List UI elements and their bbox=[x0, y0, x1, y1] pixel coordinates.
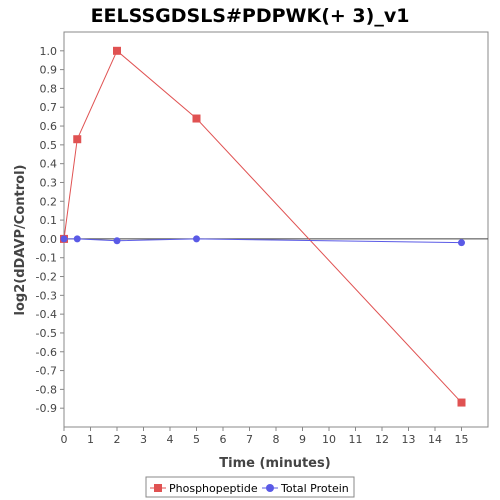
y-tick-label: -0.1 bbox=[36, 252, 57, 265]
y-tick-label: 0.7 bbox=[40, 101, 58, 114]
y-tick-label: 0.8 bbox=[40, 82, 58, 95]
x-tick-label: 13 bbox=[402, 433, 416, 446]
legend-label-phosphopeptide: Phosphopeptide bbox=[169, 482, 258, 495]
x-tick-label: 7 bbox=[246, 433, 253, 446]
data-point-total-protein bbox=[113, 237, 121, 245]
y-tick-label: 0.5 bbox=[40, 139, 58, 152]
y-tick-label: 1.0 bbox=[40, 45, 58, 58]
x-tick-label: 2 bbox=[114, 433, 121, 446]
data-point-total-protein bbox=[73, 235, 81, 243]
x-tick-label: 11 bbox=[349, 433, 363, 446]
y-tick-label: 0.6 bbox=[40, 120, 58, 133]
y-tick-label: -0.9 bbox=[36, 402, 57, 415]
legend: Phosphopeptide Total Protein bbox=[145, 476, 355, 498]
y-tick-label: -0.3 bbox=[36, 289, 57, 302]
x-axis-ticks: 0 1 2 3 4 5 6 7 8 9 10 11 12 13 14 15 bbox=[61, 427, 469, 446]
data-point-total-protein bbox=[60, 235, 68, 243]
data-point-total-protein bbox=[458, 239, 465, 247]
y-tick-label: 0.9 bbox=[40, 64, 58, 77]
x-tick-label: 6 bbox=[220, 433, 227, 446]
y-tick-label: -0.7 bbox=[36, 365, 57, 378]
series-layer bbox=[60, 46, 466, 407]
y-tick-label: -0.5 bbox=[36, 327, 57, 340]
x-tick-label: 8 bbox=[273, 433, 280, 446]
legend-marker-total-protein bbox=[266, 484, 274, 492]
y-axis-ticks: -0.9 -0.8 -0.7 -0.6 -0.5 -0.4 -0.3 -0.2 -0.1 0.0 0… bbox=[36, 45, 64, 415]
x-tick-label: 10 bbox=[322, 433, 336, 446]
x-tick-label: 0 bbox=[61, 433, 68, 446]
x-tick-label: 12 bbox=[375, 433, 389, 446]
x-tick-label: 3 bbox=[140, 433, 147, 446]
plot-area bbox=[63, 31, 489, 428]
data-point-total-protein bbox=[193, 235, 200, 243]
y-tick-label: 0.0 bbox=[40, 233, 58, 246]
x-tick-label: 9 bbox=[299, 433, 306, 446]
legend-marker-phosphopeptide bbox=[154, 484, 162, 492]
y-tick-label: 0.2 bbox=[40, 195, 58, 208]
y-tick-label: -0.6 bbox=[36, 346, 57, 359]
x-tick-label: 15 bbox=[455, 433, 469, 446]
x-axis-label: Time (minutes) bbox=[219, 456, 330, 471]
data-point-phosphopeptide bbox=[457, 398, 466, 407]
legend-label-total-protein: Total Protein bbox=[280, 482, 349, 495]
y-axis-label: log2(dDAVP/Control) bbox=[13, 165, 28, 316]
data-point-phosphopeptide bbox=[192, 114, 201, 123]
x-tick-label: 14 bbox=[428, 433, 442, 446]
x-tick-label: 1 bbox=[87, 433, 94, 446]
y-tick-label: 0.3 bbox=[40, 176, 58, 189]
x-tick-label: 4 bbox=[167, 433, 174, 446]
x-tick-label: 5 bbox=[193, 433, 200, 446]
data-point-phosphopeptide bbox=[73, 135, 82, 144]
legend-box bbox=[145, 476, 355, 498]
y-tick-label: 0.1 bbox=[40, 214, 58, 227]
data-point-phosphopeptide bbox=[113, 46, 121, 55]
y-tick-label: -0.8 bbox=[36, 383, 57, 396]
y-tick-label: -0.2 bbox=[36, 271, 57, 284]
chart-title: EELSSGDSLS#PDPWK(+ 3)_v1 bbox=[91, 5, 410, 27]
y-tick-label: 0.4 bbox=[40, 158, 58, 171]
y-tick-label: -0.4 bbox=[36, 308, 57, 321]
